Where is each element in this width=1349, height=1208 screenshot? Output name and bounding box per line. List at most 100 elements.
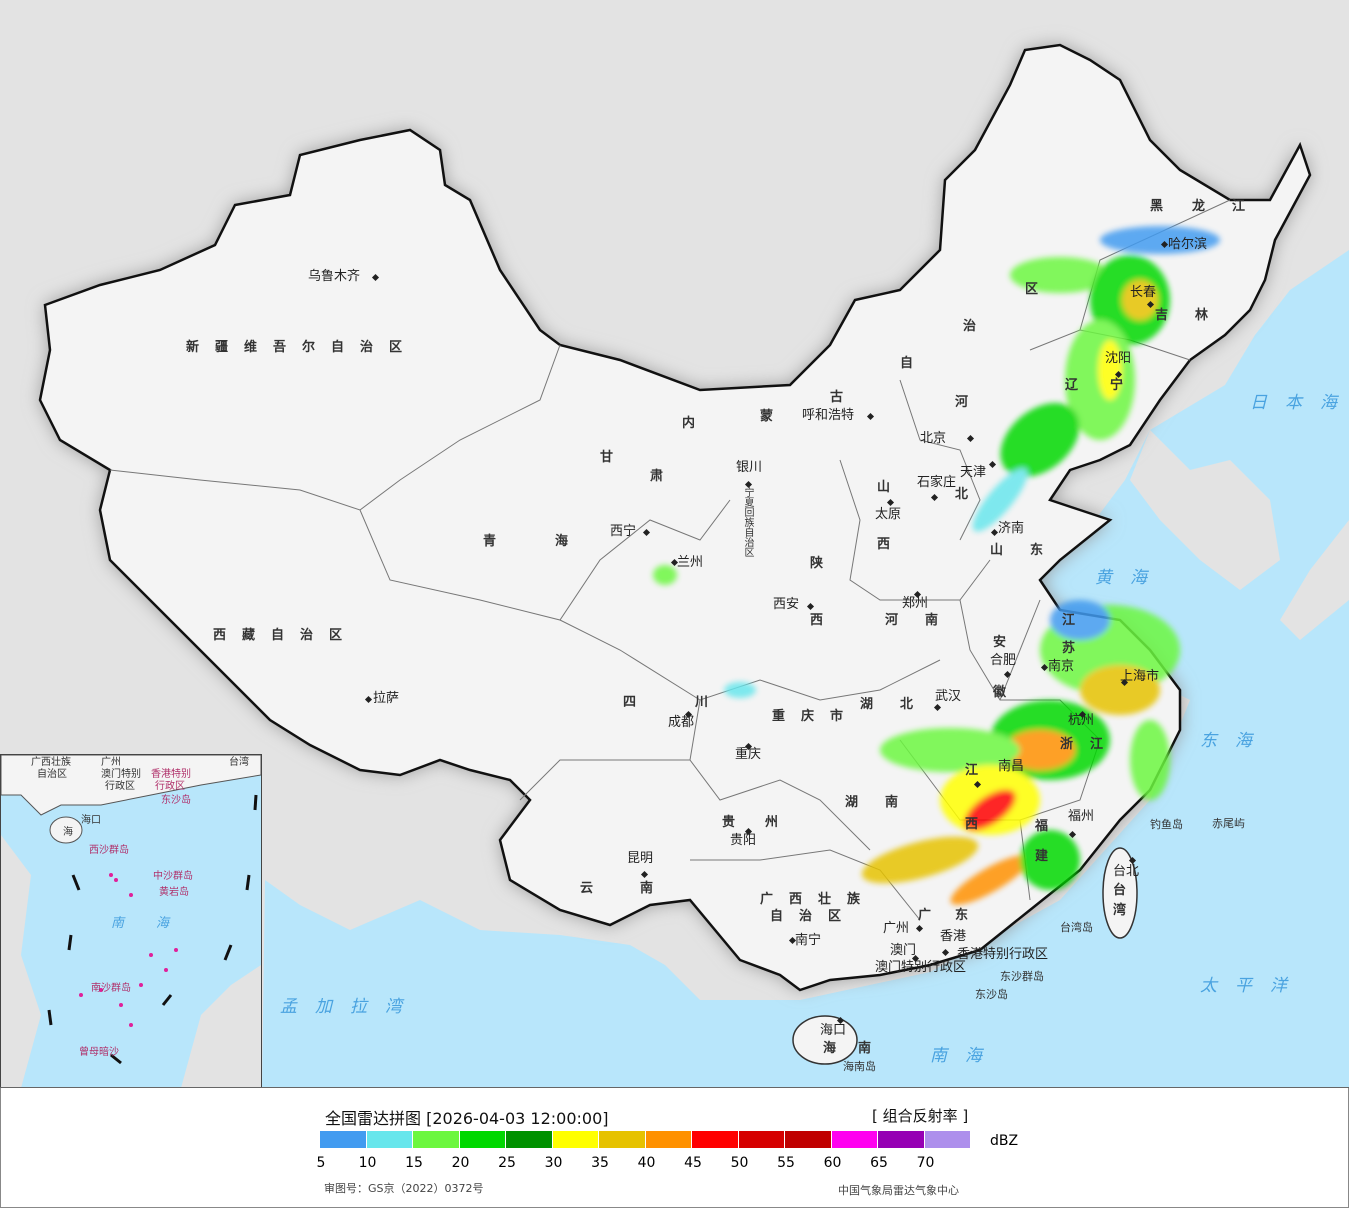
- map-label: 福: [1035, 819, 1065, 834]
- inset-label: 自治区: [37, 769, 67, 780]
- color-swatch: [366, 1131, 412, 1148]
- color-swatch: [878, 1131, 924, 1148]
- map-label: 区: [1025, 282, 1055, 297]
- map-label: 济南: [998, 521, 1025, 536]
- map-label: 湖: [845, 795, 875, 810]
- map-label: 成都: [668, 715, 695, 730]
- color-swatch: [738, 1131, 784, 1148]
- map-label: 银川: [736, 460, 763, 475]
- map-label: 长春: [1130, 285, 1157, 300]
- map-label: 西安: [773, 597, 800, 612]
- map-canvas: [38, 43, 1349, 1087]
- tick-label: 70: [916, 1155, 935, 1171]
- map-label: 自: [900, 356, 930, 371]
- map-label: 龙: [1192, 199, 1222, 214]
- agency-credit: 中国气象局雷达气象中心: [838, 1184, 959, 1197]
- map-label: 台北: [1113, 864, 1140, 879]
- map-label: 西: [877, 537, 907, 552]
- inset-label: 海: [63, 827, 73, 838]
- tick-label: 10: [358, 1155, 377, 1171]
- map-label: 江: [1062, 613, 1092, 628]
- map-label: 山: [877, 480, 907, 495]
- map-label: 天津: [960, 465, 987, 480]
- map-label: 北: [955, 487, 985, 502]
- map-label: 北京: [920, 431, 947, 446]
- map-label: 澳门: [890, 943, 917, 958]
- neighbor-land-japan: [1280, 520, 1349, 640]
- color-swatch: [413, 1131, 459, 1148]
- map-label: 重庆市: [772, 709, 860, 724]
- inset-label: 香港特别: [151, 769, 191, 780]
- map-label: 太平洋: [1200, 976, 1305, 996]
- inset-label: 澳门特别: [101, 769, 141, 780]
- map-label: 陕: [810, 556, 840, 571]
- map-label: 海口: [820, 1023, 847, 1038]
- map-label: 湖: [860, 697, 890, 712]
- tick-label: 50: [730, 1155, 749, 1171]
- map-label: 广西壮族: [760, 892, 877, 907]
- tick-label: 40: [637, 1155, 656, 1171]
- tick-label: 35: [591, 1155, 609, 1171]
- color-swatch: [459, 1131, 505, 1148]
- map-label: 徽: [993, 685, 1023, 700]
- tick-label: 25: [498, 1155, 516, 1171]
- map-label: 福州: [1068, 809, 1095, 824]
- map-label: 沈阳: [1105, 351, 1132, 366]
- map-label: 西: [810, 613, 840, 628]
- inset-label: 南沙群岛: [91, 983, 131, 994]
- map-label: 广: [918, 908, 948, 923]
- map-label: 青: [483, 534, 513, 549]
- hainan-island: [792, 1015, 858, 1065]
- map-label: 重庆: [735, 747, 762, 762]
- south-china-sea-inset: 广西壮族 自治区 广州 澳门特别 行政区 香港特别 行政区 台湾 海口海西沙群岛 中沙群岛 黄岩岛南…: [0, 754, 262, 1087]
- inset-label: 中沙群岛: [153, 871, 193, 882]
- map-label: 江: [1232, 199, 1262, 214]
- neighbor-land: [1130, 430, 1280, 590]
- tick-label: 65: [870, 1155, 888, 1171]
- map-label: 香港特别行政区: [957, 947, 1049, 962]
- map-label: 北: [900, 697, 930, 712]
- map-label: 内: [682, 416, 712, 431]
- inset-canvas: [1, 755, 261, 1087]
- inset-label: 西沙群岛: [89, 845, 129, 856]
- map-label: 东沙群岛: [1000, 970, 1044, 983]
- map-label: 甘: [600, 450, 630, 465]
- color-swatch: [599, 1131, 645, 1148]
- map-label: 蒙: [760, 409, 790, 424]
- map-label: 浙: [1060, 737, 1090, 752]
- tick-label: 30: [544, 1155, 563, 1171]
- map-label: 云: [580, 881, 610, 896]
- map-label: 苏: [1062, 641, 1092, 656]
- map-label: 乌鲁木齐: [308, 269, 361, 284]
- taiwan-island: [1102, 847, 1138, 939]
- map-label: 州: [765, 815, 795, 830]
- map-label: 东海: [1200, 731, 1270, 751]
- map-label: 哈尔滨: [1168, 237, 1208, 252]
- tick-label: 45: [684, 1155, 702, 1171]
- map-label: 四: [623, 695, 653, 710]
- inset-label: 台湾: [229, 757, 249, 768]
- map-label: 赤尾屿: [1212, 817, 1245, 830]
- tick-label: 20: [451, 1155, 470, 1171]
- map-label: 台: [1113, 883, 1143, 898]
- legend-title: 全国雷达拼图 [2026-04-03 12:00:00]: [325, 1109, 609, 1128]
- map-label: 宁夏回族自治区: [742, 487, 753, 557]
- map-label: 台湾岛: [1060, 921, 1093, 934]
- map-label: 拉萨: [373, 691, 400, 706]
- inset-label: 广西壮族: [31, 757, 71, 768]
- map-label: 新疆维吾尔自治区: [186, 340, 419, 355]
- radar-map[interactable]: 新疆维吾尔自治区 乌鲁木齐 西藏自治区 拉萨青海西宁甘肃兰州内蒙古自治区呼和浩特 银川宁…: [0, 0, 1349, 1088]
- map-label: 海: [555, 534, 585, 549]
- inset-label: 行政区: [105, 781, 135, 792]
- map-label: 江: [965, 763, 995, 778]
- map-label: 吉: [1155, 308, 1185, 323]
- map-label: 河: [885, 613, 915, 628]
- map-label: 肃: [650, 469, 680, 484]
- map-label: 孟加拉湾: [280, 997, 420, 1017]
- map-label: 辽: [1065, 378, 1095, 393]
- map-label: 香港: [940, 929, 967, 944]
- map-label: 林: [1195, 308, 1225, 323]
- map-label: 西藏自治区: [213, 628, 359, 643]
- map-label: 南: [640, 881, 670, 896]
- map-approval-number: 审图号：GS京（2022）0372号: [324, 1182, 484, 1195]
